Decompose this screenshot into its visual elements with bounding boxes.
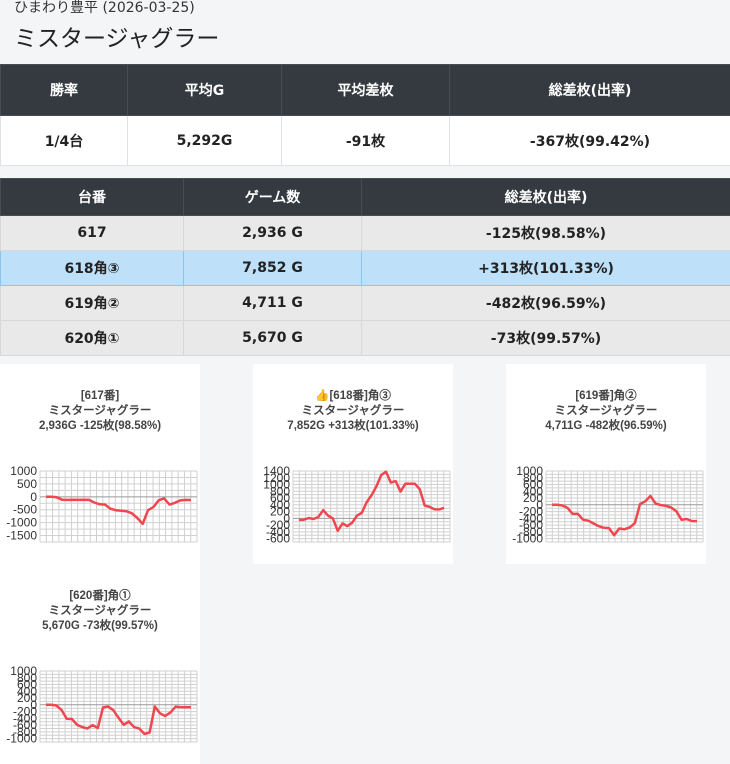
summary-header-avg-diff: 平均差枚 xyxy=(281,64,450,116)
y-tick-label: -400 xyxy=(13,711,37,725)
machine-number: 619角② xyxy=(0,285,184,321)
machine-header-number: 台番 xyxy=(0,178,184,216)
y-tick-label: 200 xyxy=(270,505,290,519)
series-line xyxy=(552,494,698,537)
y-tick-label: -200 xyxy=(266,518,290,532)
y-tick-label: 800 xyxy=(17,671,37,685)
y-tick-label: 600 xyxy=(17,678,37,692)
y-tick-label: -200 xyxy=(519,505,543,519)
chart-card-619: [619番]角② ミスタージャグラー 4,711G -482枚(96.59%) 100… xyxy=(506,364,706,564)
store-date-label: ひまわり豊平 (2026-03-25) xyxy=(14,0,195,16)
summary-total-diff: -367枚(99.42%) xyxy=(449,115,730,166)
chart-title-line: [617番] xyxy=(81,388,120,402)
chart-title-line: 👍[618番]角③ xyxy=(315,388,391,402)
summary-header-win-rate: 勝率 xyxy=(0,64,128,116)
y-tick-label: -1000 xyxy=(6,516,37,530)
y-tick-label: -600 xyxy=(519,518,543,532)
summary-header-total-diff: 総差枚(出率) xyxy=(449,64,730,116)
summary-avg-games: 5,292G xyxy=(127,115,282,166)
y-tick-label: 1000 xyxy=(10,664,37,678)
y-tick-label: 0 xyxy=(30,490,37,504)
y-tick-label: 800 xyxy=(523,471,543,485)
table-row[interactable]: 618角③ 7,852 G +313枚(101.33%) xyxy=(0,250,730,286)
y-tick-label: 400 xyxy=(17,684,37,698)
y-tick-label: 600 xyxy=(523,478,543,492)
machine-diff: +313枚(101.33%) xyxy=(361,250,730,286)
y-tick-label: -400 xyxy=(519,511,543,525)
chart-title-line: ミスタージャグラー xyxy=(555,403,658,417)
y-tick-label: 0 xyxy=(283,511,290,525)
y-tick-label: 1200 xyxy=(263,471,290,485)
chart-title-line: 5,670G -73枚(99.57%) xyxy=(42,618,158,632)
machine-diff: -73枚(99.57%) xyxy=(361,320,730,356)
machine-number: 617 xyxy=(0,215,184,251)
table-row[interactable]: 620角① 5,670 G -73枚(99.57%) xyxy=(0,320,730,356)
series-line xyxy=(298,470,445,533)
page-title: ミスタージャグラー xyxy=(14,26,220,52)
machine-number: 618角③ xyxy=(0,250,184,286)
y-tick-label: 600 xyxy=(270,491,290,505)
chart-card-617: [617番] ミスタージャグラー 2,936G -125枚(98.58%) 1000 5… xyxy=(0,364,200,564)
chart-title-line: 4,711G -482枚(96.59%) xyxy=(545,418,667,432)
machine-diff: -482枚(96.59%) xyxy=(361,285,730,321)
y-tick-label: 800 xyxy=(270,484,290,498)
machine-games: 7,852 G xyxy=(183,250,362,286)
y-tick-label: 500 xyxy=(17,477,37,491)
y-tick-label: -600 xyxy=(13,718,37,732)
summary-win-rate: 1/4台 xyxy=(0,115,128,166)
y-tick-label: 200 xyxy=(523,491,543,505)
y-tick-label: -1000 xyxy=(6,732,37,746)
y-tick-label: -1500 xyxy=(6,529,37,543)
chart-title-line: [620番]角① xyxy=(69,588,131,602)
machine-header-games: ゲーム数 xyxy=(183,178,362,216)
series-line xyxy=(46,495,192,526)
summary-table: 勝率 平均G 平均差枚 総差枚(出率) 1/4台 5,292G -91枚 -36… xyxy=(0,64,730,166)
machine-diff: -125枚(98.58%) xyxy=(361,215,730,251)
y-tick-label: -500 xyxy=(13,503,37,517)
machine-header-diff: 総差枚(出率) xyxy=(361,178,730,216)
y-tick-label: 0 xyxy=(536,498,543,512)
y-tick-label: -200 xyxy=(13,705,37,719)
y-tick-label: -600 xyxy=(266,532,290,546)
chart-title-line: 2,936G -125枚(98.58%) xyxy=(39,418,161,432)
chart-title-line: [619番]角② xyxy=(575,388,637,402)
y-tick-label: -400 xyxy=(266,525,290,539)
chart-title-line: 7,852G +313枚(101.33%) xyxy=(287,418,419,432)
y-tick-label: -1000 xyxy=(512,532,543,546)
table-row[interactable]: 619角② 4,711 G -482枚(96.59%) xyxy=(0,285,730,321)
machine-games: 2,936 G xyxy=(183,215,362,251)
machine-games: 5,670 G xyxy=(183,320,362,356)
chart-title-line: ミスタージャグラー xyxy=(49,403,152,417)
machine-number: 620角① xyxy=(0,320,184,356)
chart-card-618: 👍[618番]角③ ミスタージャグラー 7,852G +313枚(101.33%) 1… xyxy=(253,364,453,564)
series-line xyxy=(46,703,191,736)
chart-card-620: [620番]角① ミスタージャグラー 5,670G -73枚(99.57%) 1000… xyxy=(0,564,200,764)
y-tick-label: 1400 xyxy=(263,464,290,478)
y-tick-label: 1000 xyxy=(263,478,290,492)
y-tick-label: 1000 xyxy=(10,464,37,478)
y-tick-label: 0 xyxy=(30,698,37,712)
summary-avg-diff: -91枚 xyxy=(281,115,450,166)
y-tick-label: -800 xyxy=(519,525,543,539)
y-tick-label: 400 xyxy=(270,498,290,512)
machine-table: 台番 ゲーム数 総差枚(出率) 617 2,936 G -125枚(98.58%… xyxy=(0,178,730,356)
chart-title-line: ミスタージャグラー xyxy=(49,603,152,617)
y-tick-label: -800 xyxy=(13,725,37,739)
machine-games: 4,711 G xyxy=(183,285,362,321)
summary-header-avg-games: 平均G xyxy=(127,64,282,116)
y-tick-label: 1000 xyxy=(516,464,543,478)
y-tick-label: 400 xyxy=(523,484,543,498)
y-tick-label: 200 xyxy=(17,691,37,705)
table-row[interactable]: 617 2,936 G -125枚(98.58%) xyxy=(0,215,730,251)
chart-title-line: ミスタージャグラー xyxy=(302,403,405,417)
